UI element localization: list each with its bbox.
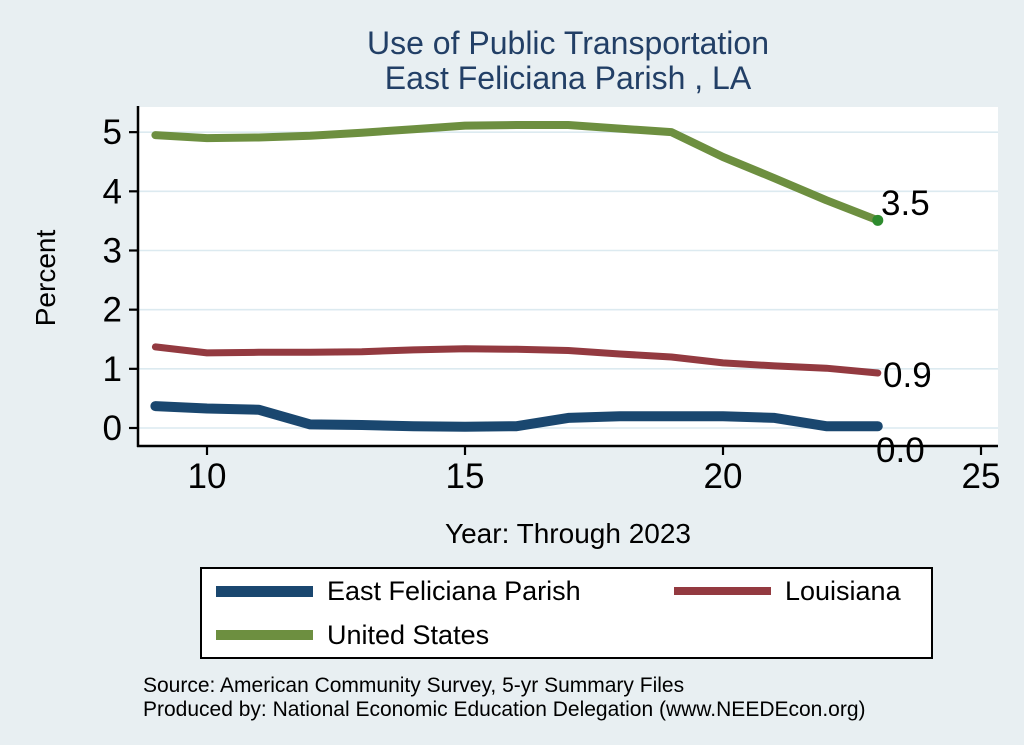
chart-title: Use of Public Transportation East Felici… <box>138 26 998 96</box>
y-tick-label: 0 <box>103 409 122 448</box>
legend-entry-louisiana: Louisiana <box>674 569 931 613</box>
chart-title-line1: Use of Public Transportation <box>367 25 769 61</box>
produced-by-note: Produced by: National Economic Education… <box>143 698 866 721</box>
legend-label-louisiana: Louisiana <box>785 575 901 606</box>
series-line-louisiana <box>151 343 882 377</box>
x-tick-label: 20 <box>704 457 743 496</box>
y-tick-label: 2 <box>103 291 122 330</box>
legend: East Feliciana Parish Louisiana United S… <box>200 567 933 659</box>
end-point-marker <box>872 214 884 226</box>
legend-label-east-feliciana-parish: East Feliciana Parish <box>327 575 581 606</box>
y-tick-label: 1 <box>103 350 122 389</box>
y-tick-label: 4 <box>103 172 122 211</box>
series-line-united-states <box>151 121 882 225</box>
x-tick-label: 25 <box>962 457 1001 496</box>
x-axis-title: Year: Through 2023 <box>445 518 691 549</box>
legend-line-swatch-louisiana <box>674 587 771 595</box>
x-tick-label: 10 <box>188 457 227 496</box>
series-line-east-feliciana-parish <box>150 401 883 432</box>
y-tick-label: 5 <box>103 113 122 152</box>
y-tick-label: 3 <box>103 231 122 270</box>
plot-background <box>138 107 998 446</box>
end-value-label-united-states: 3.5 <box>881 184 930 223</box>
legend-label-united-states: United States <box>327 619 490 650</box>
x-tick-label: 15 <box>446 457 485 496</box>
legend-line-swatch-east-feliciana-parish <box>216 585 313 597</box>
end-value-label-east-feliciana-parish: 0.0 <box>876 431 925 470</box>
footer-notes: Source: American Community Survey, 5-yr … <box>143 674 866 722</box>
legend-entry-united-states: United States <box>216 613 674 657</box>
end-value-label-louisiana: 0.9 <box>883 356 932 395</box>
chart-title-line2: East Feliciana Parish , LA <box>384 60 752 96</box>
source-note: Source: American Community Survey, 5-yr … <box>143 674 685 697</box>
legend-line-swatch-united-states <box>216 630 313 640</box>
legend-entry-east-feliciana-parish: East Feliciana Parish <box>216 569 674 613</box>
